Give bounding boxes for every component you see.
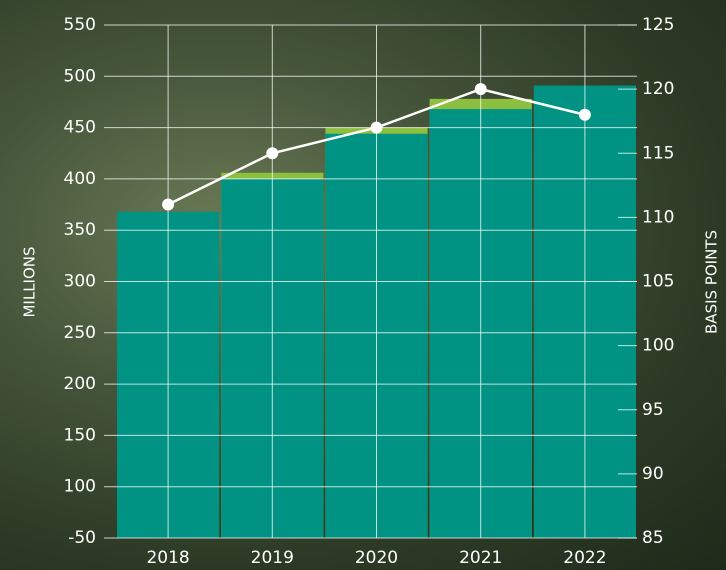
y2-tick-label: 100 <box>642 336 674 356</box>
x-tick-label: 2022 <box>563 548 606 568</box>
x-tick-label: 2021 <box>459 548 502 568</box>
y2-tick-label: 95 <box>642 400 664 420</box>
y2-tick-label: 110 <box>642 207 674 227</box>
y-tick-label: 150 <box>64 425 96 445</box>
y-tick-label: 200 <box>64 374 96 394</box>
x-tick-label: 2020 <box>355 548 398 568</box>
y-tick-label: 250 <box>64 323 96 343</box>
line-point <box>370 121 383 134</box>
y-tick-label: 300 <box>64 272 96 292</box>
y-tick-label: 500 <box>64 66 96 86</box>
y2-tick-label: 90 <box>642 464 664 484</box>
y-tick-label: 450 <box>64 118 96 138</box>
y-tick-label: 550 <box>64 15 96 35</box>
y-tick-label: -50 <box>68 528 96 548</box>
line-point <box>474 83 487 96</box>
y-tick-label: 400 <box>64 169 96 189</box>
y2-axis-title: BASIS POINTS <box>703 230 721 334</box>
y2-tick-label: 125 <box>642 15 674 35</box>
y2-tick-label: 120 <box>642 79 674 99</box>
x-tick-label: 2019 <box>251 548 294 568</box>
y-tick-label: 100 <box>64 477 96 497</box>
line-point <box>578 108 591 121</box>
x-tick-label: 2018 <box>146 548 189 568</box>
y2-tick-label: 115 <box>642 143 674 163</box>
y-tick-label: 350 <box>64 220 96 240</box>
line-point <box>266 147 279 160</box>
y2-tick-label: 105 <box>642 272 674 292</box>
y2-tick-label: 85 <box>642 528 664 548</box>
y-axis-title: MILLIONS <box>21 246 39 317</box>
line-point <box>162 198 175 211</box>
